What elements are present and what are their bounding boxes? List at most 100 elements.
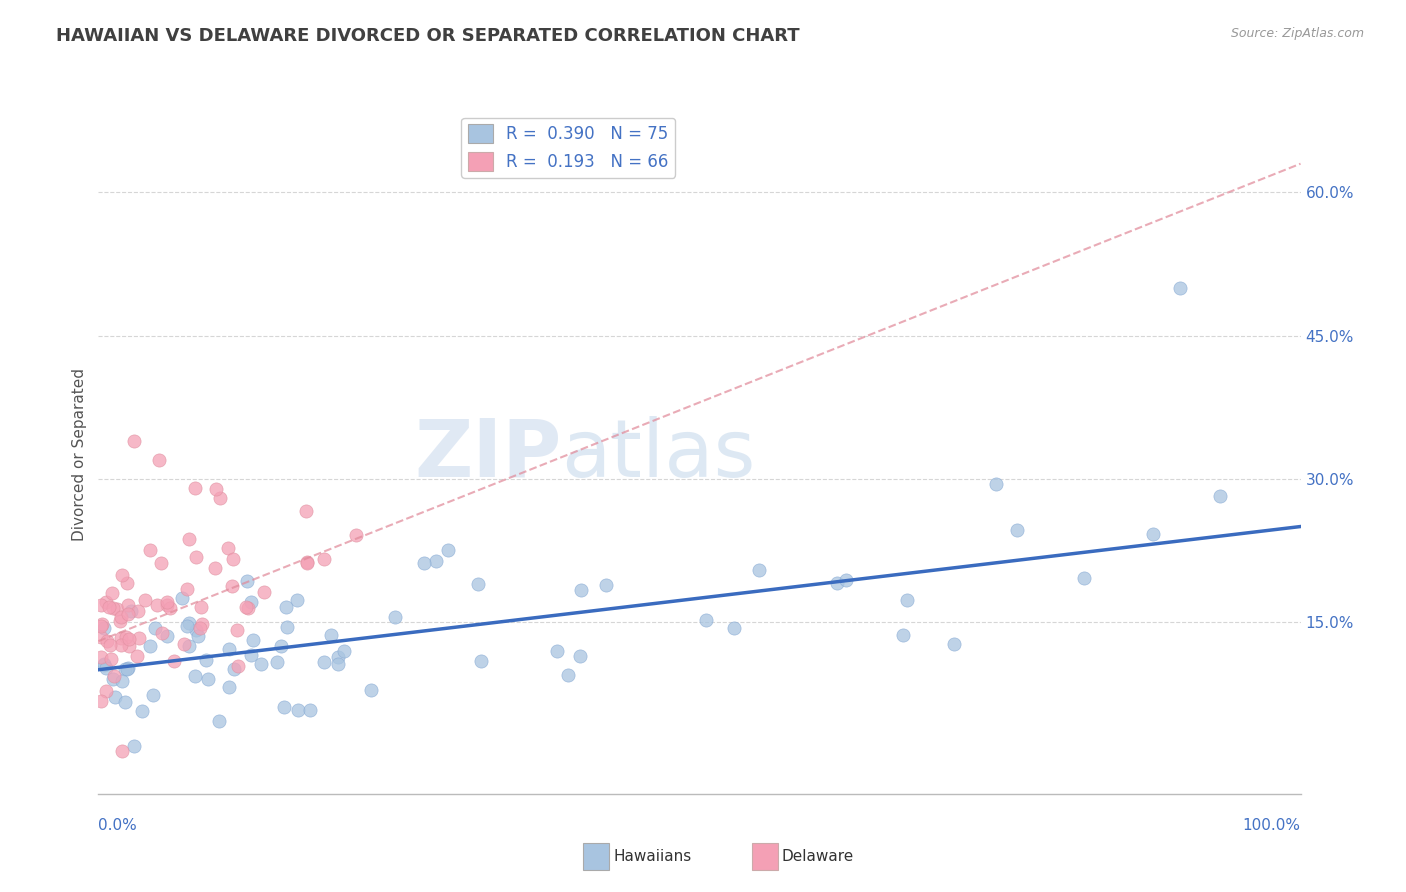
Point <box>242 632 264 647</box>
Point <box>891 628 914 642</box>
Point <box>425 554 447 568</box>
Point <box>225 624 247 638</box>
Point <box>156 595 179 609</box>
Point <box>90 694 112 708</box>
Point <box>101 672 124 686</box>
Point <box>138 639 160 653</box>
Point <box>287 703 309 717</box>
Point <box>139 543 162 558</box>
Point <box>97 599 120 614</box>
Point <box>270 639 292 653</box>
Point <box>142 688 165 702</box>
Point <box>127 604 149 618</box>
Point <box>156 598 179 612</box>
Point <box>184 669 207 683</box>
Point <box>986 477 1008 491</box>
Text: atlas: atlas <box>561 416 755 494</box>
Point <box>436 543 458 558</box>
Point <box>184 550 207 565</box>
Point <box>569 582 592 597</box>
Point <box>825 576 848 591</box>
Point <box>276 620 298 634</box>
Point <box>470 654 492 668</box>
Point <box>326 657 349 672</box>
Point <box>222 552 245 566</box>
Point <box>1073 571 1095 585</box>
Point <box>209 491 232 505</box>
Point <box>1170 281 1192 295</box>
Point <box>103 669 125 683</box>
Point <box>149 556 172 570</box>
Text: ZIP: ZIP <box>413 416 561 494</box>
Point <box>127 648 149 663</box>
Point <box>96 594 118 608</box>
Point <box>150 625 173 640</box>
Point <box>100 652 122 666</box>
Point <box>344 528 367 542</box>
Point <box>298 703 321 717</box>
Point <box>1208 488 1230 502</box>
Point <box>114 631 136 645</box>
Point <box>285 592 308 607</box>
Point <box>314 552 336 566</box>
Point <box>134 593 156 607</box>
Point <box>105 601 128 615</box>
Point <box>111 744 134 758</box>
Point <box>124 434 146 448</box>
Point <box>695 613 717 627</box>
Point <box>90 650 112 665</box>
Point <box>896 593 918 607</box>
Point <box>90 630 112 644</box>
Legend: R =  0.390   N = 75, R =  0.193   N = 66: R = 0.390 N = 75, R = 0.193 N = 66 <box>461 118 675 178</box>
Point <box>319 627 342 641</box>
Point <box>117 661 139 675</box>
Point <box>122 739 145 753</box>
Point <box>114 694 136 708</box>
Point <box>412 556 434 570</box>
Point <box>295 556 318 570</box>
Point <box>190 616 212 631</box>
Point <box>146 599 169 613</box>
Point <box>253 585 276 599</box>
Point <box>96 683 118 698</box>
Point <box>326 649 349 664</box>
Point <box>173 637 195 651</box>
Point <box>117 599 139 613</box>
Point <box>90 619 112 633</box>
Point <box>250 657 273 672</box>
Point <box>748 563 770 577</box>
Point <box>184 623 207 637</box>
Point <box>110 567 132 582</box>
Point <box>93 657 115 671</box>
Point <box>108 614 131 628</box>
Point <box>238 601 260 615</box>
Point <box>117 607 139 621</box>
Point <box>93 657 115 672</box>
Point <box>90 598 112 612</box>
Point <box>204 561 226 575</box>
Point <box>221 579 243 593</box>
Point <box>110 609 132 624</box>
Point <box>118 632 141 647</box>
Point <box>159 601 181 615</box>
Point <box>1005 523 1028 537</box>
Point <box>179 616 201 631</box>
Point <box>143 621 166 635</box>
Point <box>101 601 124 615</box>
Point <box>117 576 139 591</box>
Point <box>93 621 115 635</box>
Point <box>131 704 153 718</box>
Text: 0.0%: 0.0% <box>98 818 138 832</box>
Text: 100.0%: 100.0% <box>1243 818 1301 832</box>
Point <box>163 654 186 668</box>
Point <box>118 640 141 654</box>
Point <box>128 632 150 646</box>
Point <box>114 662 136 676</box>
Point <box>110 631 132 645</box>
Point <box>96 634 118 648</box>
Point <box>1142 526 1164 541</box>
Point <box>218 681 240 695</box>
Point <box>266 655 288 669</box>
Point <box>360 683 382 698</box>
Point <box>217 541 239 555</box>
